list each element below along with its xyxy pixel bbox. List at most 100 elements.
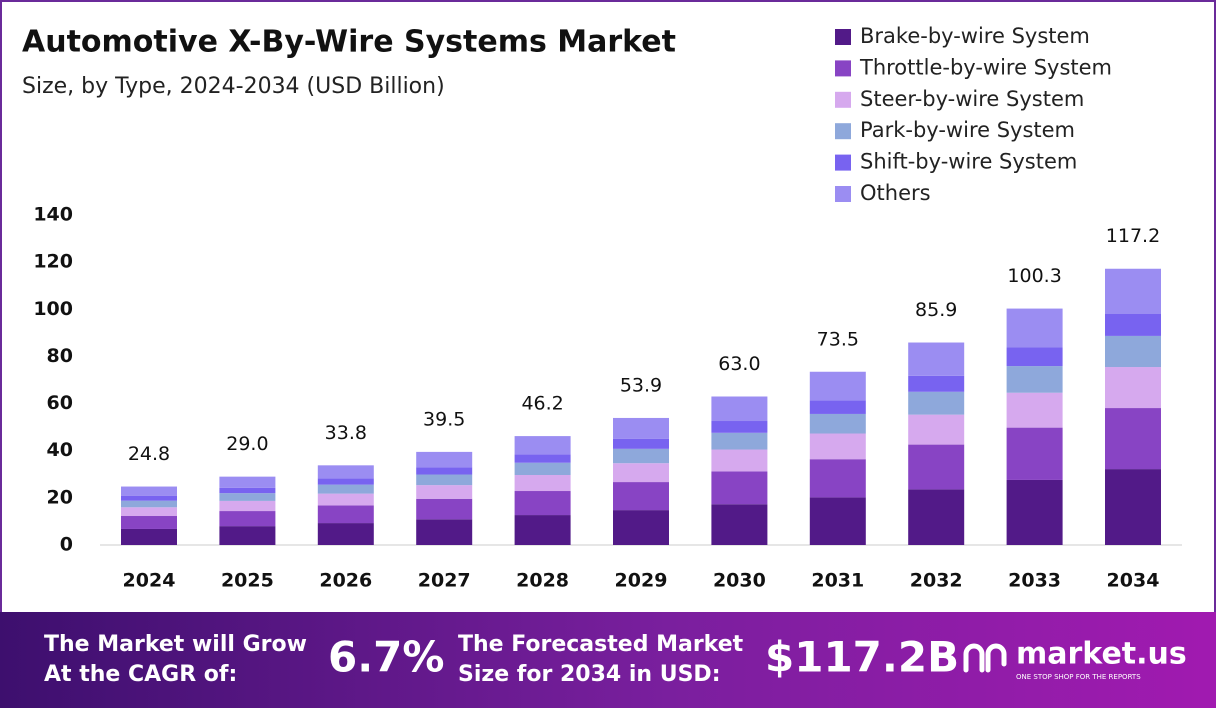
bar-segment (711, 396, 768, 422)
bar-segment (1006, 427, 1063, 480)
bar-segment (514, 491, 571, 516)
legend-label: Others (860, 181, 931, 205)
bar-segment (908, 489, 965, 545)
x-tick-label: 2032 (910, 570, 963, 592)
bar-segment (416, 519, 473, 545)
x-tick-label: 2034 (1107, 570, 1160, 592)
total-label: 63.0 (718, 353, 760, 375)
legend-label: Brake-by-wire System (860, 24, 1090, 48)
legend-swatch (835, 29, 851, 45)
bar-segment (514, 462, 571, 475)
bar-segment (809, 413, 866, 434)
bar-segment (613, 448, 669, 464)
bar-segment (416, 467, 473, 475)
total-label: 39.5 (423, 408, 465, 430)
y-tick-label: 20 (47, 486, 73, 508)
bar-segment (613, 463, 669, 483)
bar-segment (121, 495, 177, 501)
tagline: ONE STOP SHOP FOR THE REPORTS (1016, 673, 1141, 681)
total-label: 53.9 (620, 374, 662, 396)
bar-segment (416, 485, 473, 499)
footer-banner (0, 612, 1216, 708)
total-label: 24.8 (128, 443, 170, 465)
bar-segment (1006, 347, 1063, 367)
y-tick-label: 100 (33, 298, 73, 320)
total-label: 117.2 (1106, 225, 1160, 247)
bar-segment (514, 515, 571, 545)
bar-segment (514, 454, 571, 463)
x-tick-label: 2031 (811, 570, 864, 592)
bar-segment (908, 444, 965, 490)
brand-logo (963, 643, 1007, 673)
bar-segment (219, 493, 276, 501)
chart-subtitle: Size, by Type, 2024-2034 (USD Billion) (22, 74, 445, 99)
legend-label: Park-by-wire System (860, 118, 1075, 142)
bar-segment (1105, 268, 1161, 314)
total-label: 29.0 (226, 433, 268, 455)
bar-segment (121, 516, 177, 529)
bar-segment (613, 510, 669, 545)
y-tick-label: 120 (33, 251, 73, 273)
bar-segment (809, 433, 866, 460)
bar-segment (514, 474, 571, 492)
bar-segment (1105, 469, 1161, 545)
bar-segment (908, 375, 965, 392)
cagr-text: At the CAGR of: (44, 662, 237, 687)
bar-segment (317, 484, 374, 494)
bar-segment (711, 471, 768, 505)
legend-swatch (835, 91, 851, 108)
bar-segment (908, 414, 965, 445)
x-tick-label: 2029 (615, 570, 668, 592)
total-label: 33.8 (325, 422, 367, 444)
bar-segment (121, 486, 177, 496)
cagr-value: 6.7% (328, 633, 444, 682)
bar-segment (121, 528, 177, 545)
legend-swatch (835, 186, 851, 202)
bar-segment (809, 371, 866, 401)
y-tick-label: 80 (47, 345, 73, 367)
x-tick-label: 2033 (1008, 570, 1061, 592)
legend-swatch (835, 154, 851, 171)
legend-label: Steer-by-wire System (860, 87, 1084, 111)
bar-segment (514, 436, 571, 455)
bar-segment (613, 417, 669, 439)
bar-segment (711, 432, 768, 450)
forecast-text: The Forecasted Market (458, 632, 744, 657)
total-label: 85.9 (915, 299, 957, 321)
bar-segment (416, 451, 473, 468)
legend-label: Shift-by-wire System (860, 150, 1077, 174)
bar-segment (1105, 335, 1161, 368)
bar-segment (613, 438, 669, 449)
y-tick-label: 40 (47, 439, 73, 461)
bar-segment (613, 482, 669, 511)
bar-segment (219, 526, 276, 545)
bar-segment (1006, 392, 1063, 428)
y-tick-label: 0 (60, 534, 73, 556)
legend-swatch (835, 123, 851, 140)
y-tick-label: 60 (47, 392, 73, 414)
bar-segment (416, 498, 473, 520)
cagr-text: The Market will Grow (44, 632, 307, 657)
legend-label: Throttle-by-wire System (859, 55, 1112, 79)
bar-segment (121, 500, 177, 508)
x-tick-label: 2028 (516, 570, 569, 592)
bar-segment (416, 474, 473, 486)
bar-segment (1105, 367, 1161, 409)
bar-segment (1006, 366, 1063, 393)
bar-segment (908, 391, 965, 415)
x-tick-label: 2030 (713, 570, 766, 592)
bar-segment (908, 342, 965, 376)
x-tick-label: 2025 (221, 570, 274, 592)
total-label: 100.3 (1007, 265, 1061, 287)
bar-segment (809, 459, 866, 498)
legend-swatch (835, 60, 851, 77)
bar-segment (317, 465, 374, 479)
bar-segment (1006, 479, 1063, 545)
total-label: 73.5 (817, 328, 859, 350)
bar-segment (1105, 408, 1161, 470)
bar-segment (1006, 308, 1063, 348)
bar-segment (809, 497, 866, 545)
bar-segment (219, 476, 276, 488)
y-tick-label: 140 (33, 204, 73, 226)
